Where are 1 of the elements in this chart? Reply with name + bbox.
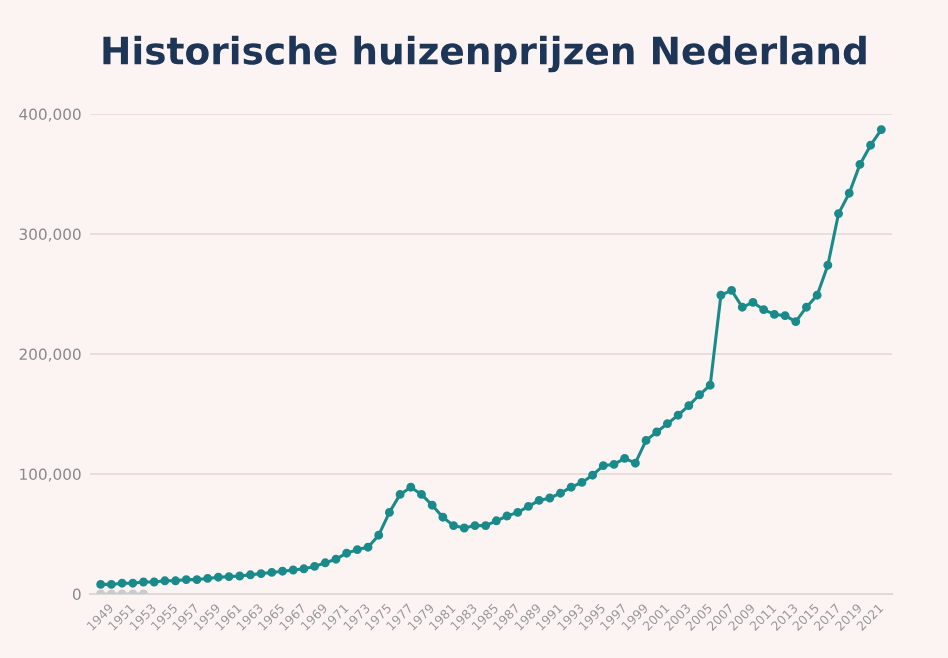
chart-title: Historische huizenprijzen Nederland [103,35,866,73]
